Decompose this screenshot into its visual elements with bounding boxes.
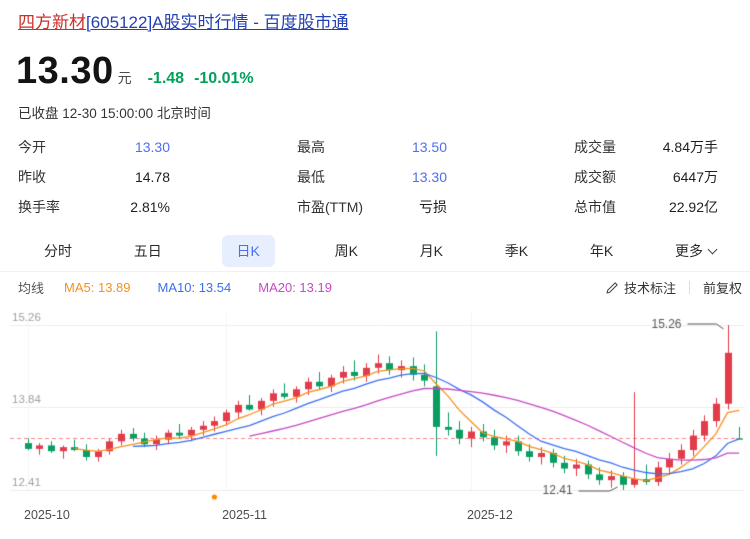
stat-label: 今开 <box>18 138 46 155</box>
stat-value: 13.30 <box>411 168 447 185</box>
stat-label: 成交量 <box>574 138 616 155</box>
adjust-mode-label: 前复权 <box>702 281 742 296</box>
ma-legend-title: 均线 <box>18 281 45 296</box>
kline-chart-canvas[interactable] <box>0 300 750 505</box>
ma10-value: MA10: 13.54 <box>157 280 232 295</box>
stats-grid: 今开 13.30 最高 13.50 成交量 4.84万手 昨收 14.78 最低… <box>18 136 718 217</box>
stat-prev-close: 昨收 14.78 <box>18 166 170 187</box>
x-axis-label: 2025-12 <box>466 508 513 522</box>
price-block: 13.30 元 -1.48 -10.01% <box>16 50 254 93</box>
stat-value: 22.92亿 <box>668 198 718 215</box>
stat-label: 昨收 <box>18 168 46 185</box>
chart-tools: 技术标注 前复权 <box>605 278 742 297</box>
ma-legend-row: 均线 MA5: 13.89 MA10: 13.54 MA20: 13.19 技术… <box>18 278 742 297</box>
x-axis-label: 2025-10 <box>24 508 70 522</box>
technical-annotation-label: 技术标注 <box>623 281 676 296</box>
tab-minute[interactable]: 分时 <box>44 242 72 259</box>
stat-value: 13.50 <box>411 138 447 155</box>
stat-value: 13.30 <box>134 138 170 155</box>
technical-annotation-button[interactable]: 技术标注 <box>605 278 676 297</box>
title-rest: [605122]A股实时行情 - 百度股市通 <box>86 13 349 32</box>
tab-yearly-k[interactable]: 年K <box>589 242 614 259</box>
stat-high: 最高 13.50 <box>297 136 447 157</box>
period-tab-bar: 分时 五日 日K 周K 月K 季K 年K 更多 <box>0 230 750 272</box>
stat-label: 最低 <box>297 168 325 185</box>
stat-label: 总市值 <box>574 198 616 215</box>
pencil-icon <box>606 281 618 294</box>
stat-pe-ttm: 市盈(TTM) 亏损 <box>297 196 447 217</box>
stat-volume: 成交量 4.84万手 <box>574 136 718 157</box>
stat-turnover-rate: 换手率 2.81% <box>18 196 170 217</box>
stat-value: 6447万 <box>672 168 718 185</box>
title-keyword: 四方新材 <box>18 13 86 32</box>
tab-monthly-k[interactable]: 月K <box>419 242 444 259</box>
stat-market-cap: 总市值 22.92亿 <box>574 196 718 217</box>
tab-weekly-k[interactable]: 周K <box>334 242 358 259</box>
price-change: -1.48 <box>147 70 185 87</box>
tab-more-label: 更多 <box>674 242 703 259</box>
tab-daily-k[interactable]: 日K <box>221 234 275 267</box>
stat-value: 4.84万手 <box>662 138 718 155</box>
x-axis-label: 2025-11 <box>222 508 268 522</box>
stat-label: 最高 <box>297 138 325 155</box>
stat-value: 2.81% <box>130 198 170 215</box>
tools-divider <box>688 281 690 294</box>
stat-low: 最低 13.30 <box>297 166 447 187</box>
current-price: 13.30 <box>16 50 114 92</box>
ma5-value: MA5: 13.89 <box>64 280 131 295</box>
page-title-link[interactable]: 四方新材[605122]A股实时行情 - 百度股市通 <box>18 12 349 34</box>
price-change-percent: -10.01% <box>194 70 254 87</box>
stat-turnover: 成交额 6447万 <box>574 166 718 187</box>
x-axis-labels: 2025-10 2025-11 2025-12 <box>0 508 750 528</box>
stat-label: 市盈(TTM) <box>297 198 364 215</box>
stat-value: 14.78 <box>134 168 170 185</box>
stat-label: 成交额 <box>574 168 616 185</box>
tab-more[interactable]: 更多 <box>673 235 718 267</box>
adjust-mode-button[interactable]: 前复权 <box>703 278 742 297</box>
tab-quarterly-k[interactable]: 季K <box>504 242 529 259</box>
stat-value: 亏损 <box>419 198 447 215</box>
market-status: 已收盘 12-30 15:00:00 北京时间 <box>18 106 211 121</box>
stat-label: 换手率 <box>18 198 60 215</box>
price-unit: 元 <box>117 70 132 86</box>
ma20-value: MA20: 13.19 <box>258 280 332 295</box>
tab-five-day[interactable]: 五日 <box>133 242 162 259</box>
chevron-down-icon <box>707 244 718 254</box>
stat-open: 今开 13.30 <box>18 136 170 157</box>
